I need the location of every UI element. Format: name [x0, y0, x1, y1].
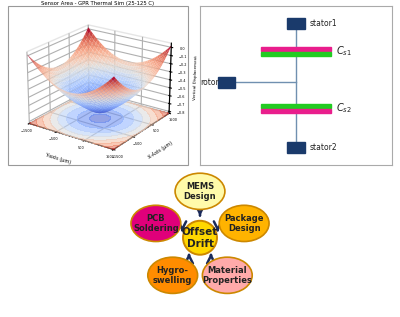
Bar: [262, 52, 330, 56]
Bar: [218, 77, 234, 88]
Text: Hygro-
swelling: Hygro- swelling: [153, 266, 192, 285]
Text: MEMS
Design: MEMS Design: [184, 182, 216, 201]
Text: Offset
Drift: Offset Drift: [182, 227, 218, 249]
Bar: [287, 142, 305, 153]
Title: Sensor Area - GPR Thermal Sim (25-125 C): Sensor Area - GPR Thermal Sim (25-125 C): [42, 1, 154, 6]
Ellipse shape: [219, 205, 269, 242]
Text: stator2: stator2: [310, 143, 337, 152]
Text: stator1: stator1: [310, 19, 337, 28]
Bar: [287, 18, 305, 29]
X-axis label: Y-axis (μm): Y-axis (μm): [44, 152, 71, 165]
Circle shape: [183, 221, 217, 255]
Ellipse shape: [175, 173, 225, 210]
Y-axis label: X-Axis (μm): X-Axis (μm): [147, 140, 173, 160]
Text: $C_{s1}$: $C_{s1}$: [336, 45, 352, 58]
Ellipse shape: [131, 205, 181, 242]
Text: Material
Properties: Material Properties: [202, 266, 252, 285]
Bar: [262, 104, 330, 108]
Text: $C_{s2}$: $C_{s2}$: [336, 102, 352, 115]
Bar: [262, 109, 330, 113]
Ellipse shape: [202, 257, 252, 294]
Text: rotor: rotor: [200, 78, 219, 87]
Bar: [262, 47, 330, 51]
Text: PCB
Soldering: PCB Soldering: [133, 214, 179, 233]
Ellipse shape: [148, 257, 198, 294]
Text: Package
Design: Package Design: [224, 214, 264, 233]
